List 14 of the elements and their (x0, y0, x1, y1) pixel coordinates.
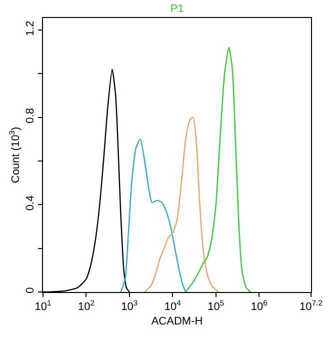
x-tick-label: 10$^{5}$ (208, 298, 224, 314)
x-tick-label: 10$^{2}$ (78, 298, 94, 314)
y-tick-label: 1.2 (24, 20, 37, 36)
x-axis-title: ACADM-H (151, 315, 203, 328)
chart-title: P1 (170, 2, 184, 15)
x-tick-label: 10$^{4}$ (164, 298, 182, 314)
x-tick-label: 10$^{7.2}$ (300, 298, 322, 314)
x-tick-label: 10$^{1}$ (34, 298, 52, 314)
y-tick-label: 0.4 (24, 195, 37, 211)
line-series (120, 138, 186, 292)
x-tick-label: 10$^{3}$ (121, 298, 138, 314)
y-tick-label: 0 (24, 287, 37, 294)
x-tick-label: 10$^{6}$ (250, 298, 268, 314)
y-tick-label: 0.8 (24, 108, 37, 124)
